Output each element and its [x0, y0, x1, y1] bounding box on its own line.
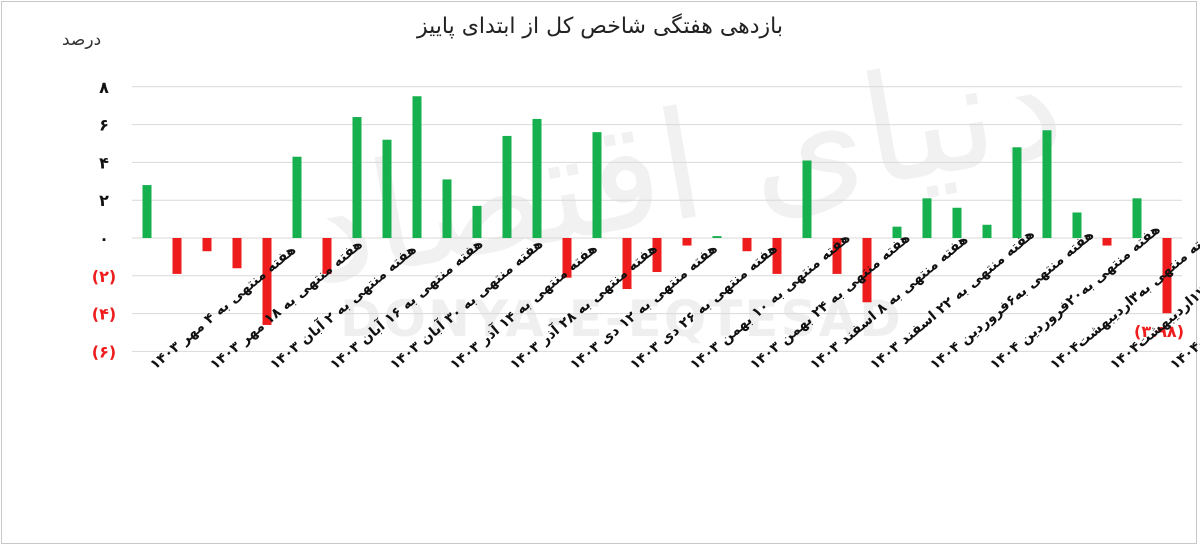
bar	[502, 135, 512, 238]
bar	[382, 139, 392, 238]
bar	[292, 156, 302, 238]
bar	[352, 117, 362, 238]
bar	[322, 238, 332, 274]
y-tick-label: (۲)	[92, 267, 116, 286]
bar	[562, 238, 572, 278]
bar	[412, 96, 422, 238]
bar	[832, 238, 842, 274]
bar	[682, 238, 692, 246]
y-axis-unit-label: درصد	[62, 30, 102, 50]
bar	[442, 179, 452, 238]
bar	[1162, 238, 1172, 314]
bar	[172, 238, 182, 274]
bar	[802, 160, 812, 238]
y-tick-label: ۰	[99, 229, 109, 248]
bar	[262, 238, 272, 325]
bar	[652, 238, 662, 273]
bar	[1132, 198, 1142, 238]
y-tick-label: ۶	[99, 116, 109, 135]
bar	[142, 185, 152, 238]
bar	[1012, 147, 1022, 238]
bar	[1072, 212, 1082, 238]
bar	[232, 238, 242, 269]
bar	[622, 238, 632, 290]
bar	[982, 224, 992, 238]
y-tick-label: ۴	[99, 153, 109, 172]
bar	[862, 238, 872, 303]
data-label: (۳.۹۸)	[1134, 322, 1184, 341]
bar	[772, 238, 782, 274]
y-tick-label: (۴)	[92, 305, 116, 324]
bar	[712, 236, 722, 238]
chart-title: بازدهی هفتگی شاخص کل از ابتدای پاییز	[416, 14, 784, 39]
bar	[892, 226, 902, 238]
bar	[1102, 238, 1112, 246]
bar	[922, 198, 932, 238]
bar	[202, 238, 212, 252]
bar	[952, 207, 962, 238]
bar	[742, 238, 752, 252]
y-tick-label: ۸	[99, 78, 109, 97]
y-tick-label: ۲	[99, 191, 109, 210]
bar	[1042, 130, 1052, 238]
watermark-logo-en: DONYA-E-EQTESAD	[340, 290, 903, 348]
bar	[472, 205, 482, 238]
y-tick-label: (۶)	[92, 342, 116, 361]
bar	[532, 118, 542, 238]
bar	[592, 132, 602, 238]
